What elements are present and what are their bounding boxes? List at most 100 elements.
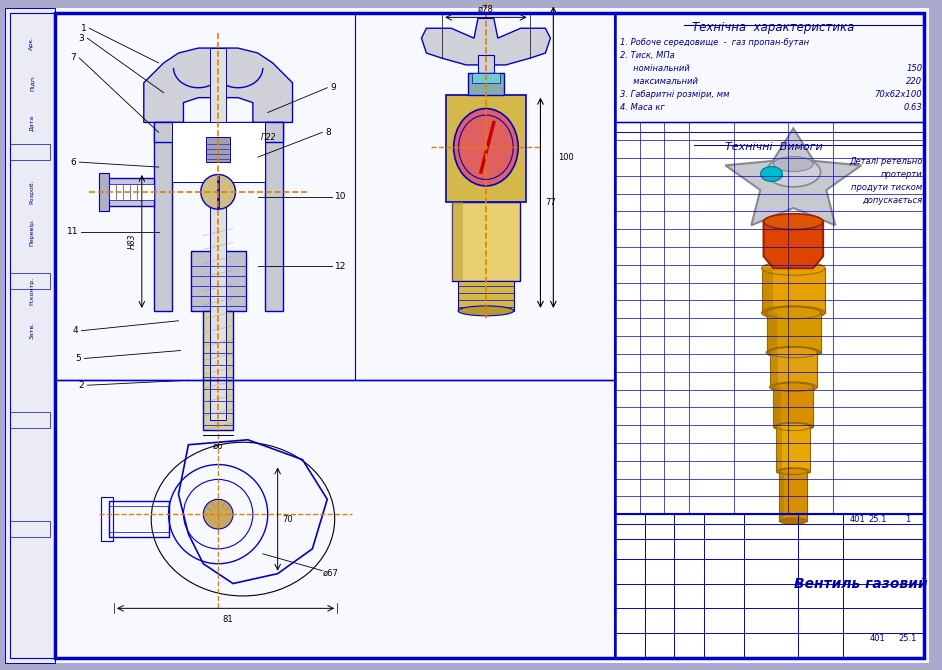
Bar <box>773 387 782 427</box>
Ellipse shape <box>776 423 810 431</box>
Text: 77: 77 <box>545 198 556 207</box>
Bar <box>154 123 171 311</box>
Bar <box>452 202 520 281</box>
Text: 401: 401 <box>850 515 866 524</box>
Text: Дата: Дата <box>29 115 34 131</box>
Text: Н.контр.: Н.контр. <box>29 277 34 305</box>
Text: Деталі ретельно: Деталі ретельно <box>849 157 922 166</box>
Polygon shape <box>764 222 823 268</box>
Ellipse shape <box>776 468 810 475</box>
Bar <box>210 48 226 420</box>
Bar <box>615 123 924 514</box>
Bar <box>10 521 50 537</box>
Bar <box>10 144 50 160</box>
Text: П22: П22 <box>261 133 276 142</box>
Text: 1: 1 <box>904 515 910 524</box>
Text: 4: 4 <box>73 326 78 335</box>
Text: 150: 150 <box>906 64 922 73</box>
Ellipse shape <box>766 157 820 187</box>
Bar <box>154 123 283 142</box>
Ellipse shape <box>766 307 820 319</box>
Text: ø6: ø6 <box>213 442 223 451</box>
Text: ø67: ø67 <box>322 569 338 578</box>
Text: ø78: ø78 <box>478 5 494 13</box>
Bar <box>5 9 55 663</box>
Polygon shape <box>421 18 550 65</box>
Ellipse shape <box>773 157 813 172</box>
Bar <box>206 137 230 162</box>
Bar <box>615 133 924 505</box>
Bar <box>615 514 924 658</box>
Bar <box>109 501 169 537</box>
Text: 81: 81 <box>222 615 234 624</box>
Bar <box>447 94 526 202</box>
Text: Н83: Н83 <box>128 234 137 249</box>
Bar <box>770 352 778 387</box>
Bar <box>265 123 283 311</box>
Bar <box>767 313 777 352</box>
Bar <box>615 13 924 123</box>
Bar <box>761 268 825 313</box>
Polygon shape <box>725 129 861 225</box>
Bar <box>109 507 169 532</box>
Text: 2: 2 <box>79 381 84 390</box>
Ellipse shape <box>201 174 236 209</box>
Ellipse shape <box>770 347 817 358</box>
Bar <box>761 268 773 313</box>
Text: 70: 70 <box>283 515 293 524</box>
Ellipse shape <box>779 518 807 524</box>
Bar <box>99 173 109 210</box>
Bar <box>109 184 154 200</box>
Bar <box>191 251 246 311</box>
Ellipse shape <box>773 383 813 391</box>
Polygon shape <box>144 48 293 123</box>
Bar <box>472 73 500 83</box>
Bar <box>452 202 463 281</box>
Text: Затв.: Затв. <box>29 322 34 339</box>
Ellipse shape <box>454 109 518 186</box>
Text: 6: 6 <box>71 157 76 167</box>
Text: Вентиль газовий: Вентиль газовий <box>794 577 928 590</box>
Ellipse shape <box>760 167 783 182</box>
Bar <box>105 178 154 206</box>
Text: допускається: допускається <box>862 196 922 205</box>
Text: Підп.: Підп. <box>29 74 34 91</box>
Text: 70х62х100: 70х62х100 <box>874 90 922 98</box>
Bar <box>10 273 50 289</box>
Ellipse shape <box>766 346 820 358</box>
Text: 25.1: 25.1 <box>869 515 886 524</box>
Text: 0.63: 0.63 <box>903 103 922 112</box>
Bar <box>776 427 810 472</box>
Ellipse shape <box>761 261 825 275</box>
Bar <box>101 497 113 541</box>
Text: 401: 401 <box>869 634 885 643</box>
Text: Розроб.: Розроб. <box>29 180 34 204</box>
Text: 8: 8 <box>325 128 331 137</box>
Text: 7: 7 <box>71 54 76 62</box>
Bar <box>203 311 233 430</box>
Ellipse shape <box>773 423 813 431</box>
Text: 12: 12 <box>335 262 347 271</box>
Text: 25.1: 25.1 <box>898 634 917 643</box>
Bar <box>10 412 50 428</box>
Ellipse shape <box>779 468 807 474</box>
Text: 3: 3 <box>78 34 84 43</box>
Text: 100: 100 <box>559 153 574 161</box>
Circle shape <box>203 499 233 529</box>
Text: 1. Робоче середовище  -  газ пропан-бутан: 1. Робоче середовище - газ пропан-бутан <box>620 38 809 47</box>
Bar <box>776 427 783 472</box>
Bar <box>779 472 785 521</box>
Bar <box>468 73 504 94</box>
Bar <box>773 387 813 427</box>
Bar <box>767 313 821 352</box>
Text: 3. Габаритні розміри, мм: 3. Габаритні розміри, мм <box>620 90 729 98</box>
Text: номінальний: номінальний <box>620 64 690 73</box>
Text: Перевір.: Перевір. <box>29 218 34 245</box>
Bar <box>458 281 513 311</box>
Text: 1: 1 <box>80 23 87 33</box>
Ellipse shape <box>770 382 817 393</box>
Ellipse shape <box>458 306 513 316</box>
Ellipse shape <box>761 306 825 320</box>
Bar <box>770 352 817 387</box>
Text: Технічна  характеристика: Технічна характеристика <box>692 21 854 34</box>
